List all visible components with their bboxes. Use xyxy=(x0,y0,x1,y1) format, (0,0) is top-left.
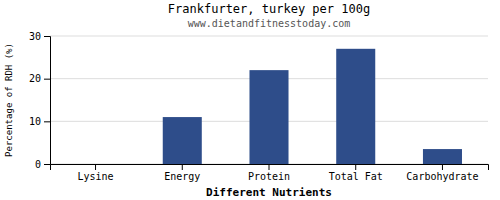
x-axis: Lysine Energy Protein Total Fat Carbohydrate xyxy=(51,164,489,182)
bars xyxy=(163,49,462,164)
x-tick: Energy xyxy=(164,164,200,182)
y-tick-label: 30 xyxy=(29,31,41,42)
x-tick-label: Protein xyxy=(248,171,290,182)
y-tick: 30 xyxy=(29,31,50,42)
x-axis-line xyxy=(51,165,489,171)
y-tick: 20 xyxy=(29,73,50,84)
bar xyxy=(336,49,375,164)
x-tick-mark xyxy=(182,164,183,170)
bar xyxy=(76,164,115,165)
x-tick: Protein xyxy=(248,164,290,182)
subtitle: www.dietandfitnesstoday.com xyxy=(188,18,351,29)
x-axis-title: Different Nutrients xyxy=(206,186,332,199)
bar xyxy=(163,117,202,164)
y-tick-mark xyxy=(44,164,50,165)
y-axis-line xyxy=(44,37,51,165)
y-tick: 0 xyxy=(35,159,50,170)
y-axis-title: Percentage of RDH (%) xyxy=(4,43,14,157)
x-tick-mark xyxy=(355,164,356,170)
x-tick-label: Lysine xyxy=(77,171,113,182)
bar xyxy=(249,70,288,164)
x-tick: Carbohydrate xyxy=(406,164,478,182)
y-tick-mark xyxy=(44,121,50,122)
chart: 0 10 20 30 Lysine Energy Protein Total Fat Carbo… xyxy=(0,0,500,200)
y-tick-label: 10 xyxy=(29,116,41,127)
x-tick-mark xyxy=(269,164,270,170)
y-tick-label: 0 xyxy=(35,159,41,170)
x-tick: Total Fat xyxy=(329,164,383,182)
x-tick-label: Total Fat xyxy=(329,171,383,182)
bar xyxy=(423,149,462,164)
y-tick-label: 20 xyxy=(29,73,41,84)
x-tick-label: Energy xyxy=(164,171,200,182)
grid xyxy=(50,36,488,164)
grid-line xyxy=(50,36,488,37)
x-tick-mark xyxy=(95,164,96,170)
y-tick-mark xyxy=(44,36,50,37)
y-axis: 0 10 20 30 xyxy=(29,31,51,170)
y-tick: 10 xyxy=(29,116,50,127)
title: Frankfurter, turkey per 100g xyxy=(168,2,370,16)
x-tick: Lysine xyxy=(77,164,113,182)
x-tick-mark xyxy=(442,164,443,170)
x-tick-label: Carbohydrate xyxy=(406,171,478,182)
y-tick-mark xyxy=(44,79,50,80)
